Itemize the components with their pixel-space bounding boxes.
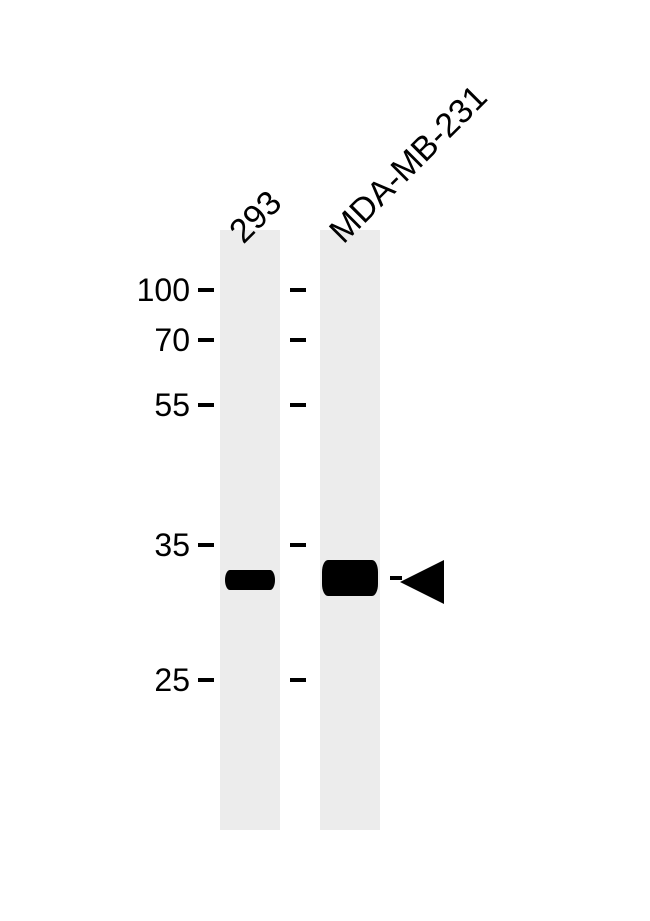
band-lane-1 xyxy=(225,570,275,590)
band-lane-2 xyxy=(322,560,378,596)
band-indicator-arrow-icon xyxy=(400,560,444,604)
marker-label-25: 25 xyxy=(110,662,190,699)
right-side-tick xyxy=(390,576,402,580)
marker-label-55: 55 xyxy=(110,387,190,424)
interlane-tick-35 xyxy=(290,543,306,547)
western-blot-figure: 293 MDA-MB-231 10070553525 xyxy=(0,0,650,921)
marker-label-35: 35 xyxy=(110,527,190,564)
marker-tick-35 xyxy=(198,543,214,547)
marker-tick-100 xyxy=(198,288,214,292)
marker-label-100: 100 xyxy=(110,272,190,309)
lane-2-background xyxy=(320,230,380,830)
interlane-tick-70 xyxy=(290,338,306,342)
lane-2-label: MDA-MB-231 xyxy=(322,78,495,251)
marker-tick-25 xyxy=(198,678,214,682)
marker-tick-55 xyxy=(198,403,214,407)
lane-1-background xyxy=(220,230,280,830)
interlane-tick-55 xyxy=(290,403,306,407)
interlane-tick-100 xyxy=(290,288,306,292)
marker-label-70: 70 xyxy=(110,322,190,359)
interlane-tick-25 xyxy=(290,678,306,682)
marker-tick-70 xyxy=(198,338,214,342)
